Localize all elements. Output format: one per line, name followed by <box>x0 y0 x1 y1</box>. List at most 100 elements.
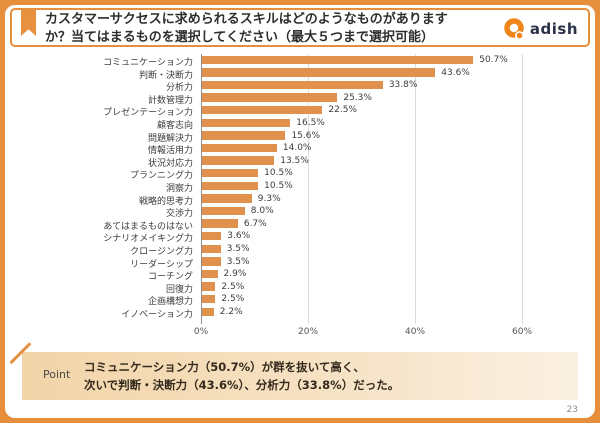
category-label: 交渉力 <box>165 209 193 220</box>
bar <box>202 231 222 241</box>
x-tick-label: 40% <box>404 326 426 337</box>
bar <box>202 244 221 253</box>
chart-row: 状況対応力 13.5% <box>5 155 595 169</box>
bar <box>202 206 245 216</box>
chart-row: 計数管理力 25.3% <box>5 92 595 106</box>
bar <box>202 80 383 90</box>
bar <box>202 257 221 266</box>
bar <box>202 68 436 77</box>
chart-row: 交渉力 8.0% <box>5 205 595 220</box>
category-label: 洞察力 <box>165 184 193 194</box>
page-title: カスタマーサクセスに求められるスキルはどのようなものがあります か？当てはまるも… <box>45 11 493 47</box>
chart-row: コミュニケーション力 50.7% <box>5 54 595 68</box>
bar <box>202 307 214 316</box>
category-label: 企画構想力 <box>147 297 193 308</box>
chart-row: リーダーシップ 3.5% <box>5 256 595 270</box>
bar <box>202 168 259 178</box>
bar-value-label: 43.6% <box>441 67 470 78</box>
bar-value-label: 3.6% <box>227 231 251 242</box>
point-text-line2: 次いで判断・決断力（43.6%）、分析力（33.8%）だった。 <box>84 378 400 393</box>
bar-value-label: 22.5% <box>328 105 357 116</box>
bar <box>202 143 277 153</box>
category-label: イノベーション力 <box>121 310 193 320</box>
category-label: 状況対応力 <box>147 158 193 169</box>
bar-value-label: 13.5% <box>280 155 309 166</box>
bar <box>202 55 474 64</box>
bar-value-label: 2.2% <box>219 307 243 317</box>
x-tick-label: 20% <box>297 326 319 337</box>
bar-chart: 0% 20% 40% 60% コミュニケーション力 50.7% 判断・決断力 43.6% 分析力… <box>5 52 595 347</box>
category-label: 分析力 <box>165 83 193 94</box>
chart-row: イノベーション力 2.2% <box>5 306 595 320</box>
bar-value-label: 2.9% <box>223 269 247 280</box>
chart-row: 回復力 2.5% <box>5 281 595 295</box>
bar-value-label: 2.5% <box>221 294 245 305</box>
bar-value-label: 15.6% <box>291 130 321 141</box>
chart-row: 判断・決断力 43.6% <box>5 67 595 81</box>
chart-row: 分析力 33.8% <box>5 79 595 94</box>
bar-value-label: 25.3% <box>343 92 372 103</box>
category-label: コミュニケーション力 <box>103 58 193 68</box>
chart-row: 洞察力 10.5% <box>5 180 595 194</box>
bar-value-label: 9.3% <box>257 193 281 204</box>
point-text: コミュニケーション力（50.7%）が群を抜いて高く、 次いで判断・決断力（43.… <box>84 358 568 395</box>
chart-row: 顧客志向 16.5% <box>5 117 595 131</box>
page-title-line1: カスタマーサクセスに求められるスキルはどのようなものがあります <box>45 12 448 27</box>
chart-row: プランニング力 10.5% <box>5 167 595 181</box>
category-label: クロージング力 <box>130 247 193 257</box>
category-label: あてはまるものはない <box>103 221 193 232</box>
point-label: Point <box>43 368 71 381</box>
gridline <box>522 54 523 324</box>
point-text-line1: コミュニケーション力（50.7%）が群を抜いて高く、 <box>84 360 365 374</box>
gridline <box>308 54 309 324</box>
bar-value-label: 3.5% <box>226 244 250 254</box>
y-axis-line <box>201 54 202 324</box>
bar <box>202 156 275 165</box>
page-number: 23 <box>566 405 578 415</box>
slide-page: カスタマーサクセスに求められるスキルはどのようなものがあります か？当てはまるも… <box>5 5 595 418</box>
bar-value-label: 3.5% <box>226 256 250 267</box>
gridline <box>415 54 416 324</box>
page-title-line2: か？当てはまるものを選択してください（最大５つまで選択可能） <box>45 29 434 45</box>
category-label: 回復力 <box>165 284 193 295</box>
category-label: 判断・決断力 <box>138 70 193 81</box>
bar-value-label: 50.7% <box>479 55 508 65</box>
bar <box>202 294 216 304</box>
bar-value-label: 16.5% <box>296 118 325 128</box>
category-label: 顧客志向 <box>156 121 193 131</box>
category-label: コーチング <box>147 272 193 283</box>
adish-logo-text: adish <box>529 20 578 38</box>
bookmark-icon <box>21 10 36 36</box>
bar-value-label: 14.0% <box>282 143 312 154</box>
category-label: プレゼンテーション力 <box>103 108 193 119</box>
bar-value-label: 6.7% <box>243 218 267 229</box>
title-box: カスタマーサクセスに求められるスキルはどのようなものがあります か？当てはまるも… <box>10 8 590 47</box>
point-box: Point コミュニケーション力（50.7%）が群を抜いて高く、 次いで判断・決… <box>9 342 578 400</box>
adish-logo-icon <box>504 18 524 40</box>
bar <box>202 118 291 127</box>
chart-row: 情報活用力 14.0% <box>5 142 595 157</box>
bar <box>202 219 238 228</box>
bar <box>202 131 286 140</box>
bar <box>202 105 323 115</box>
bar-value-label: 10.5% <box>264 181 293 191</box>
bar-value-label: 8.0% <box>250 206 274 217</box>
category-label: シナリオメイキング力 <box>103 234 193 245</box>
bar <box>202 93 338 102</box>
chart-row: 企画構想力 2.5% <box>5 293 595 308</box>
bar-value-label: 2.5% <box>221 281 245 292</box>
category-label: 情報活用力 <box>147 146 193 157</box>
x-tick-label: 60% <box>511 326 533 337</box>
chart-row: 戦略的思考力 9.3% <box>5 193 595 207</box>
chart-row: クロージング力 3.5% <box>5 243 595 257</box>
category-label: リーダーシップ <box>130 259 193 270</box>
chart-row: あてはまるものはない 6.7% <box>5 218 595 232</box>
chart-row: 問題解決力 15.6% <box>5 130 595 144</box>
category-label: 戦略的思考力 <box>138 196 193 207</box>
adish-logo: adish <box>503 17 578 41</box>
category-label: 計数管理力 <box>147 95 193 106</box>
bar <box>202 269 218 279</box>
category-label: 問題解決力 <box>147 133 193 144</box>
chart-row: コーチング 2.9% <box>5 268 595 283</box>
bar <box>202 282 216 291</box>
